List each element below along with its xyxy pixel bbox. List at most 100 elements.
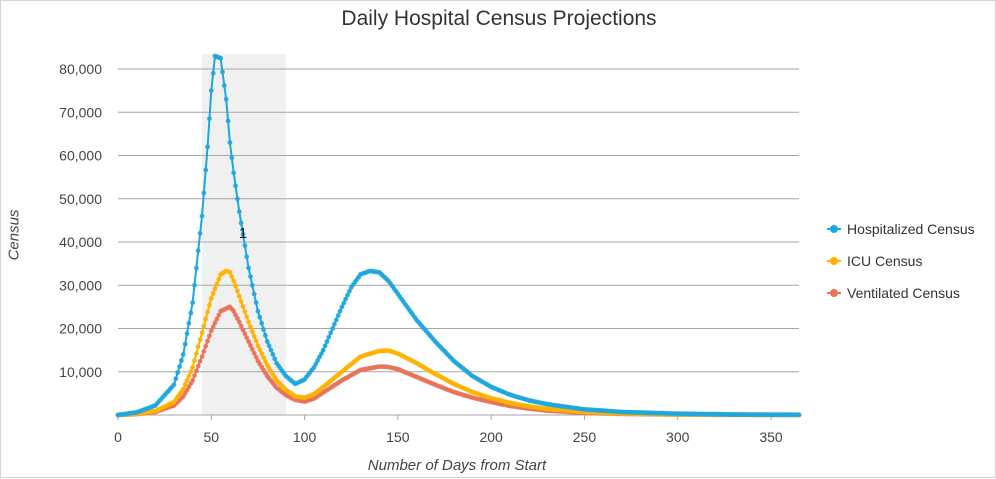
- data-point: [263, 359, 268, 364]
- data-point: [253, 300, 259, 305]
- data-point: [203, 343, 209, 349]
- data-point: [268, 347, 274, 353]
- data-point: [182, 341, 188, 347]
- x-tick-label-2: 100: [293, 429, 317, 445]
- legend-item-1[interactable]: ICU Census: [827, 245, 975, 277]
- data-point: [231, 170, 237, 176]
- data-point: [343, 296, 348, 302]
- data-point: [244, 335, 250, 340]
- data-point: [201, 190, 207, 196]
- data-point: [326, 334, 332, 340]
- legend-swatch-icon: [827, 288, 841, 298]
- data-point: [233, 283, 238, 289]
- data-point: [345, 292, 350, 298]
- data-point: [242, 309, 248, 314]
- data-point: [257, 314, 263, 320]
- data-point: [195, 363, 201, 369]
- data-point: [251, 333, 257, 339]
- x-tick-label-3: 150: [386, 429, 410, 445]
- data-point: [197, 230, 203, 236]
- x-tick-label-7: 350: [759, 429, 783, 445]
- data-point: [248, 324, 253, 330]
- data-point: [190, 378, 196, 383]
- data-point: [225, 118, 231, 124]
- x-tick-label-4: 200: [479, 429, 503, 445]
- data-point: [194, 351, 199, 356]
- data-point: [214, 316, 220, 322]
- legend: Hospitalized Census ICU Census Ventilated …: [827, 213, 975, 309]
- data-point: [242, 243, 248, 248]
- data-point: [186, 373, 192, 379]
- highlight-label: 1: [239, 225, 247, 242]
- data-point: [796, 412, 802, 418]
- data-point: [255, 343, 261, 349]
- data-point: [251, 291, 257, 297]
- y-tick-label-7: 80,000: [59, 61, 102, 77]
- data-point: [264, 339, 270, 344]
- data-point: [175, 370, 181, 375]
- legend-label: Hospitalized Census: [847, 221, 975, 237]
- legend-swatch-icon: [827, 224, 841, 234]
- legend-label: Ventilated Census: [847, 285, 960, 301]
- data-point: [270, 352, 276, 357]
- data-point: [188, 369, 194, 375]
- data-point: [240, 231, 246, 237]
- x-tick-label-5: 250: [573, 429, 597, 445]
- data-point: [272, 356, 278, 362]
- data-point: [333, 317, 339, 323]
- data-point: [192, 373, 197, 378]
- legend-item-0[interactable]: Hospitalized Census: [827, 213, 975, 245]
- data-point: [184, 378, 190, 383]
- legend-item-2[interactable]: Ventilated Census: [827, 277, 975, 309]
- data-point: [195, 344, 201, 350]
- data-point: [171, 382, 177, 388]
- data-point: [190, 365, 196, 370]
- data-point: [199, 330, 205, 336]
- data-point: [238, 323, 244, 329]
- data-point: [246, 339, 252, 344]
- data-point: [197, 337, 203, 343]
- data-point: [240, 327, 246, 333]
- data-point: [244, 314, 250, 320]
- data-point: [240, 304, 246, 309]
- data-point: [246, 265, 252, 271]
- data-point: [315, 358, 320, 363]
- data-point: [335, 313, 341, 318]
- data-point: [257, 347, 263, 353]
- data-point: [235, 196, 240, 202]
- data-point: [238, 298, 244, 304]
- data-point: [210, 291, 216, 296]
- data-point: [190, 300, 196, 305]
- data-point: [249, 329, 255, 334]
- data-point: [263, 333, 268, 338]
- data-point: [261, 355, 266, 360]
- data-point: [208, 295, 214, 301]
- data-point: [236, 293, 242, 299]
- legend-label: ICU Census: [847, 253, 923, 269]
- y-tick-label-1: 20,000: [59, 321, 102, 337]
- data-point: [177, 364, 183, 369]
- data-point: [337, 308, 343, 314]
- data-point: [192, 282, 197, 288]
- y-tick-label-3: 40,000: [59, 234, 102, 250]
- data-point: [229, 274, 235, 279]
- data-point: [186, 320, 192, 326]
- data-point: [235, 288, 240, 294]
- data-point: [259, 320, 265, 326]
- data-point: [201, 349, 207, 354]
- data-point: [207, 116, 212, 122]
- data-point: [238, 220, 244, 226]
- x-tick-label-0: 0: [114, 429, 122, 445]
- y-tick-label-5: 60,000: [59, 148, 102, 164]
- data-point: [244, 254, 250, 260]
- data-point: [201, 323, 207, 329]
- data-point: [214, 281, 220, 287]
- data-point: [253, 338, 259, 344]
- data-point: [194, 265, 199, 271]
- data-point: [253, 354, 259, 360]
- data-point: [320, 347, 326, 353]
- data-point: [205, 338, 211, 344]
- x-tick-label-1: 50: [203, 429, 219, 445]
- data-point: [220, 69, 225, 75]
